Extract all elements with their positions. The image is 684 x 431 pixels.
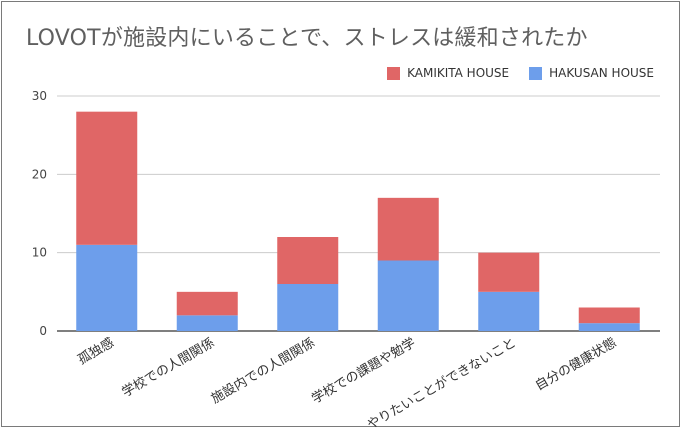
x-category-label: 学校での人間関係 — [119, 335, 217, 401]
bar-kamikita — [176, 291, 238, 316]
y-tick-label: 30 — [32, 89, 47, 103]
y-tick-label: 20 — [32, 167, 47, 181]
chart-title: LOVOTが施設内にいることで、ストレスは緩和されたか — [26, 26, 588, 51]
legend-item-hakusan: HAKUSAN HOUSE — [529, 66, 654, 80]
chart-legend: KAMIKITA HOUSE HAKUSAN HOUSE — [367, 66, 654, 80]
bar-kamikita — [478, 252, 540, 292]
legend-label-kamikita: KAMIKITA HOUSE — [407, 66, 510, 80]
bar-kamikita — [377, 197, 439, 261]
bar-hakusan — [76, 244, 138, 331]
x-category-label: 施設内での人間関係 — [208, 335, 317, 407]
bar-hakusan — [478, 291, 540, 331]
legend-item-kamikita: KAMIKITA HOUSE — [387, 66, 509, 80]
legend-swatch-hakusan — [529, 66, 543, 80]
y-tick-label: 0 — [39, 324, 47, 338]
bar-hakusan — [176, 315, 238, 331]
legend-label-hakusan: HAKUSAN HOUSE — [549, 66, 654, 80]
x-category-label: 自分の健康状態 — [532, 335, 619, 394]
x-category-label: 孤独感 — [75, 335, 117, 368]
bar-hakusan — [277, 284, 339, 331]
bar-hakusan — [377, 260, 439, 331]
bar-kamikita — [76, 111, 138, 245]
bar-hakusan — [578, 323, 640, 331]
y-tick-label: 10 — [32, 246, 47, 260]
x-category-label: 学校での課題や勉学 — [309, 335, 418, 407]
bar-kamikita — [277, 237, 339, 284]
legend-swatch-kamikita — [387, 66, 401, 80]
bar-kamikita — [578, 307, 640, 324]
